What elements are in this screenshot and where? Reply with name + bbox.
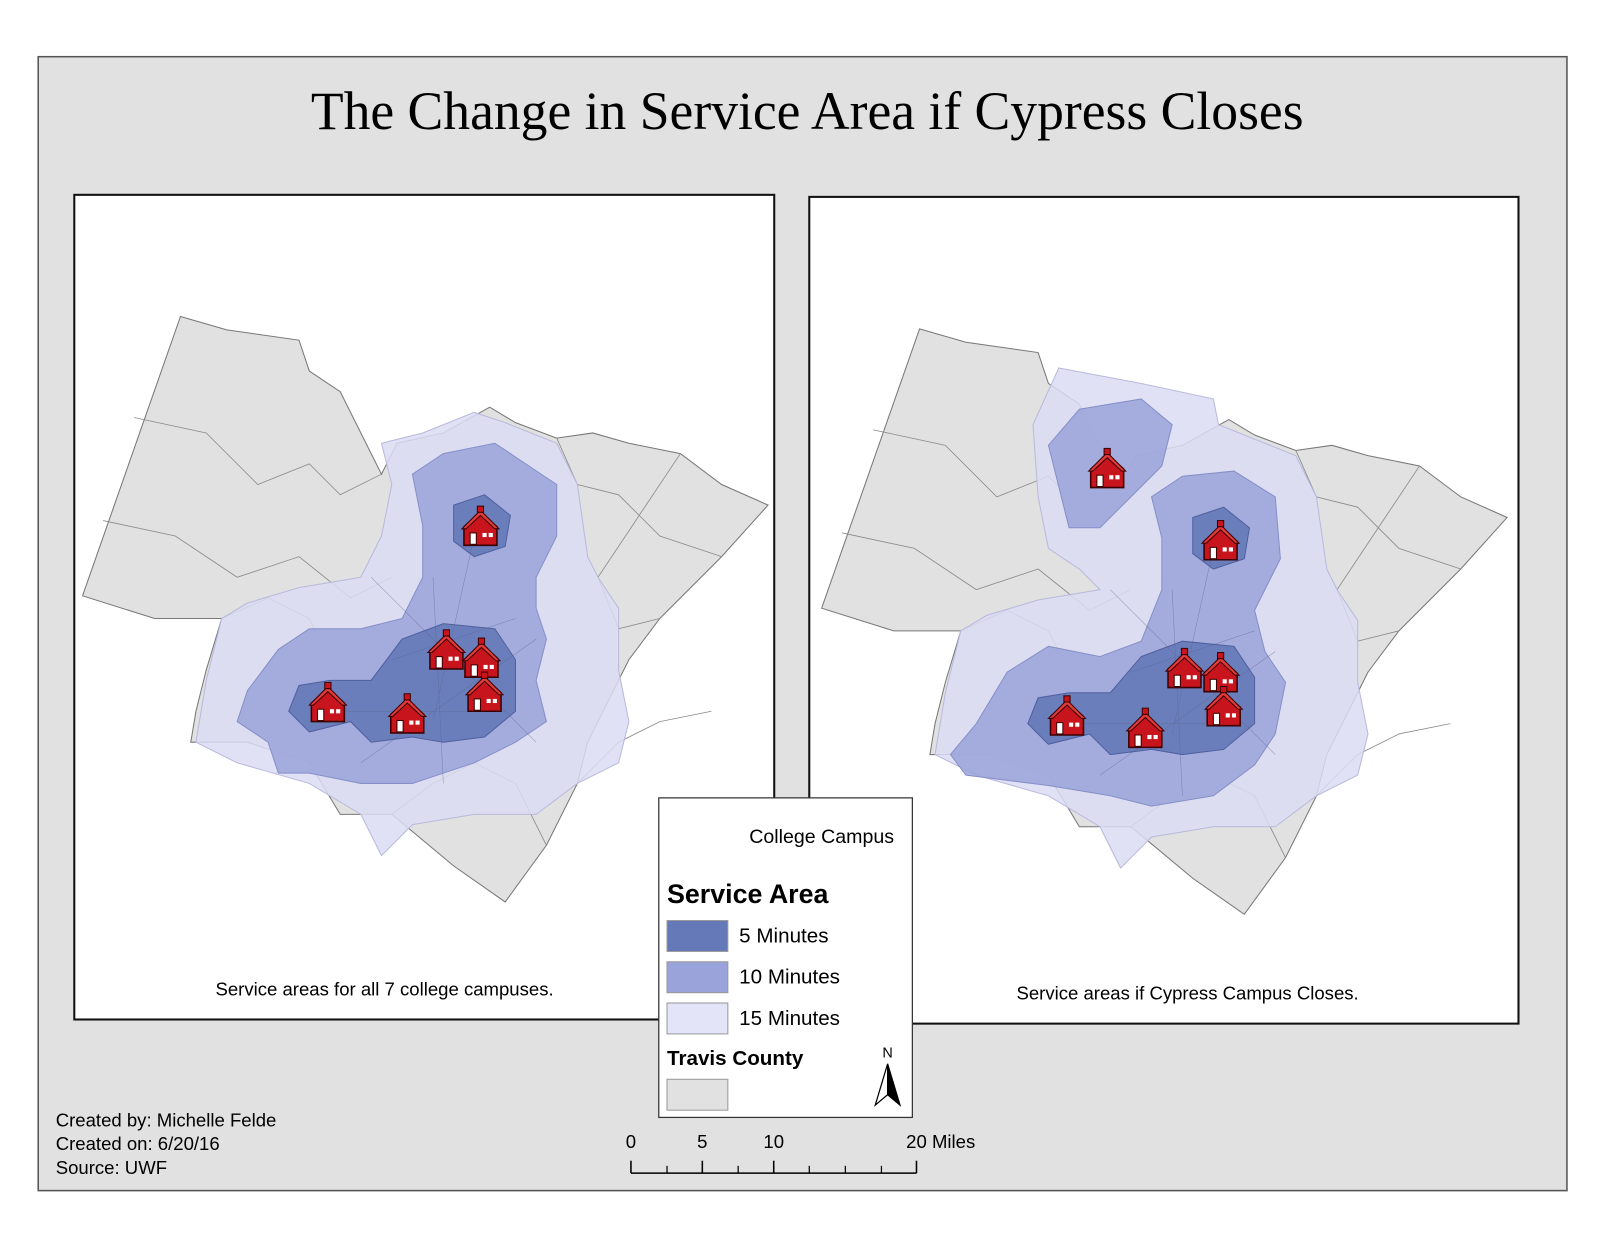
legend-swatch <box>666 1078 729 1111</box>
legend-label: 15 Minutes <box>739 1007 840 1030</box>
legend-heading: Service Area <box>667 879 829 909</box>
legend-items: 5 Minutes 10 Minutes 15 Minutes <box>666 920 840 1035</box>
legend: College Campus Service Area 5 Minutes 10 … <box>658 797 913 1119</box>
legend-swatch <box>666 920 729 952</box>
scale-label: 20 Miles <box>906 1131 975 1152</box>
map-right: Service areas if Cypress Campus Closes. <box>808 195 1520 1025</box>
north-label: N <box>882 1045 892 1061</box>
legend-heading: Travis County <box>667 1047 804 1070</box>
title: The Change in Service Area if Cypress Cl… <box>311 81 1304 141</box>
credit-line: Source: UWF <box>56 1157 167 1178</box>
map-left: Service areas for all 7 college campuses… <box>73 193 776 1021</box>
scale-label: 10 <box>763 1131 784 1152</box>
scale-label: 0 <box>626 1131 636 1152</box>
legend-box <box>658 797 913 1119</box>
credits: Created by: Michelle Felde Created on: 6… <box>56 1109 277 1177</box>
legend-swatch <box>666 1002 729 1035</box>
legend-label: 10 Minutes <box>739 966 840 989</box>
credit-line: Created on: 6/20/16 <box>56 1133 220 1154</box>
north-arrow <box>887 1063 902 1107</box>
map-caption: Service areas if Cypress Campus Closes. <box>1016 983 1358 1004</box>
credit-line: Created by: Michelle Felde <box>56 1109 277 1130</box>
legend-swatch <box>666 961 729 994</box>
legend-label: 5 Minutes <box>739 924 828 947</box>
scale-label: 5 <box>697 1131 707 1152</box>
scale-bar: 0 5 10 20 Miles <box>626 1131 975 1174</box>
map-caption: Service areas for all 7 college campuses… <box>216 979 554 1000</box>
legend-label: College Campus <box>749 826 894 848</box>
